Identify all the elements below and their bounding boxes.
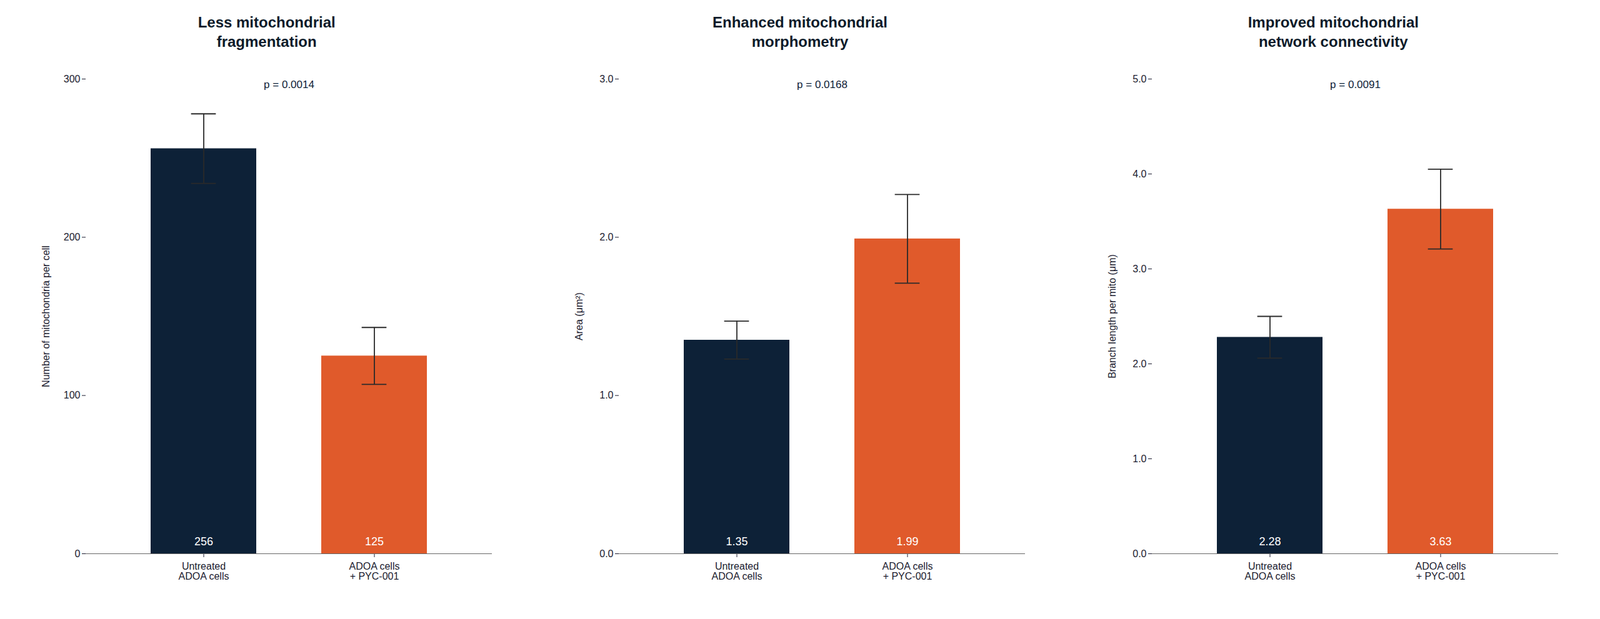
svg-text:0.0: 0.0: [1133, 548, 1147, 560]
svg-text:p = 0.0091: p = 0.0091: [1330, 78, 1381, 91]
svg-text:0.0: 0.0: [599, 548, 614, 560]
svg-text:Area (μm²): Area (μm²): [573, 292, 585, 341]
svg-text:125: 125: [365, 535, 384, 549]
svg-text:4.0: 4.0: [1133, 168, 1147, 180]
svg-text:Branch length per mito (μm): Branch length per mito (μm): [1106, 255, 1118, 380]
svg-text:ADOA cells+ PYC-001: ADOA cells+ PYC-001: [348, 561, 400, 582]
svg-text:0: 0: [74, 548, 80, 560]
svg-text:256: 256: [194, 535, 214, 549]
svg-text:1.0: 1.0: [1133, 453, 1147, 465]
svg-text:p = 0.0168: p = 0.0168: [796, 78, 848, 91]
svg-text:300: 300: [63, 73, 80, 85]
svg-text:UntreatedADOA cells: UntreatedADOA cells: [178, 561, 229, 582]
svg-text:200: 200: [63, 231, 80, 243]
svg-text:1.99: 1.99: [896, 535, 919, 549]
svg-text:5.0: 5.0: [1133, 73, 1147, 85]
svg-text:2.0: 2.0: [599, 231, 614, 243]
svg-text:3.63: 3.63: [1430, 535, 1452, 549]
svg-text:ADOA cells+ PYC-001: ADOA cells+ PYC-001: [1415, 561, 1467, 582]
html-text:Enhanced mitochondrial morphom: Enhanced mitochondrial morphometry: [712, 13, 888, 51]
svg-text:Number of mitochondria per cel: Number of mitochondria per cell: [40, 245, 52, 388]
svg-text:UntreatedADOA cells: UntreatedADOA cells: [1245, 561, 1296, 582]
svg-text:p = 0.0014: p = 0.0014: [263, 78, 315, 91]
html-text:Improved mitochondrial network: Improved mitochondrial network connectiv…: [1247, 13, 1419, 51]
svg-text:2.0: 2.0: [1133, 358, 1147, 370]
svg-text:2.28: 2.28: [1259, 535, 1282, 549]
svg-text:100: 100: [63, 390, 80, 402]
svg-text:3.0: 3.0: [1133, 263, 1147, 275]
svg-text:3.0: 3.0: [599, 73, 614, 85]
svg-text:1.0: 1.0: [599, 390, 614, 402]
svg-text:UntreatedADOA cells: UntreatedADOA cells: [711, 561, 763, 582]
svg-text:ADOA cells+ PYC-001: ADOA cells+ PYC-001: [882, 561, 934, 582]
html-text:Less mitochondrial fragmentati: Less mitochondrial fragmentation: [197, 13, 336, 51]
svg-text:1.35: 1.35: [725, 535, 748, 549]
